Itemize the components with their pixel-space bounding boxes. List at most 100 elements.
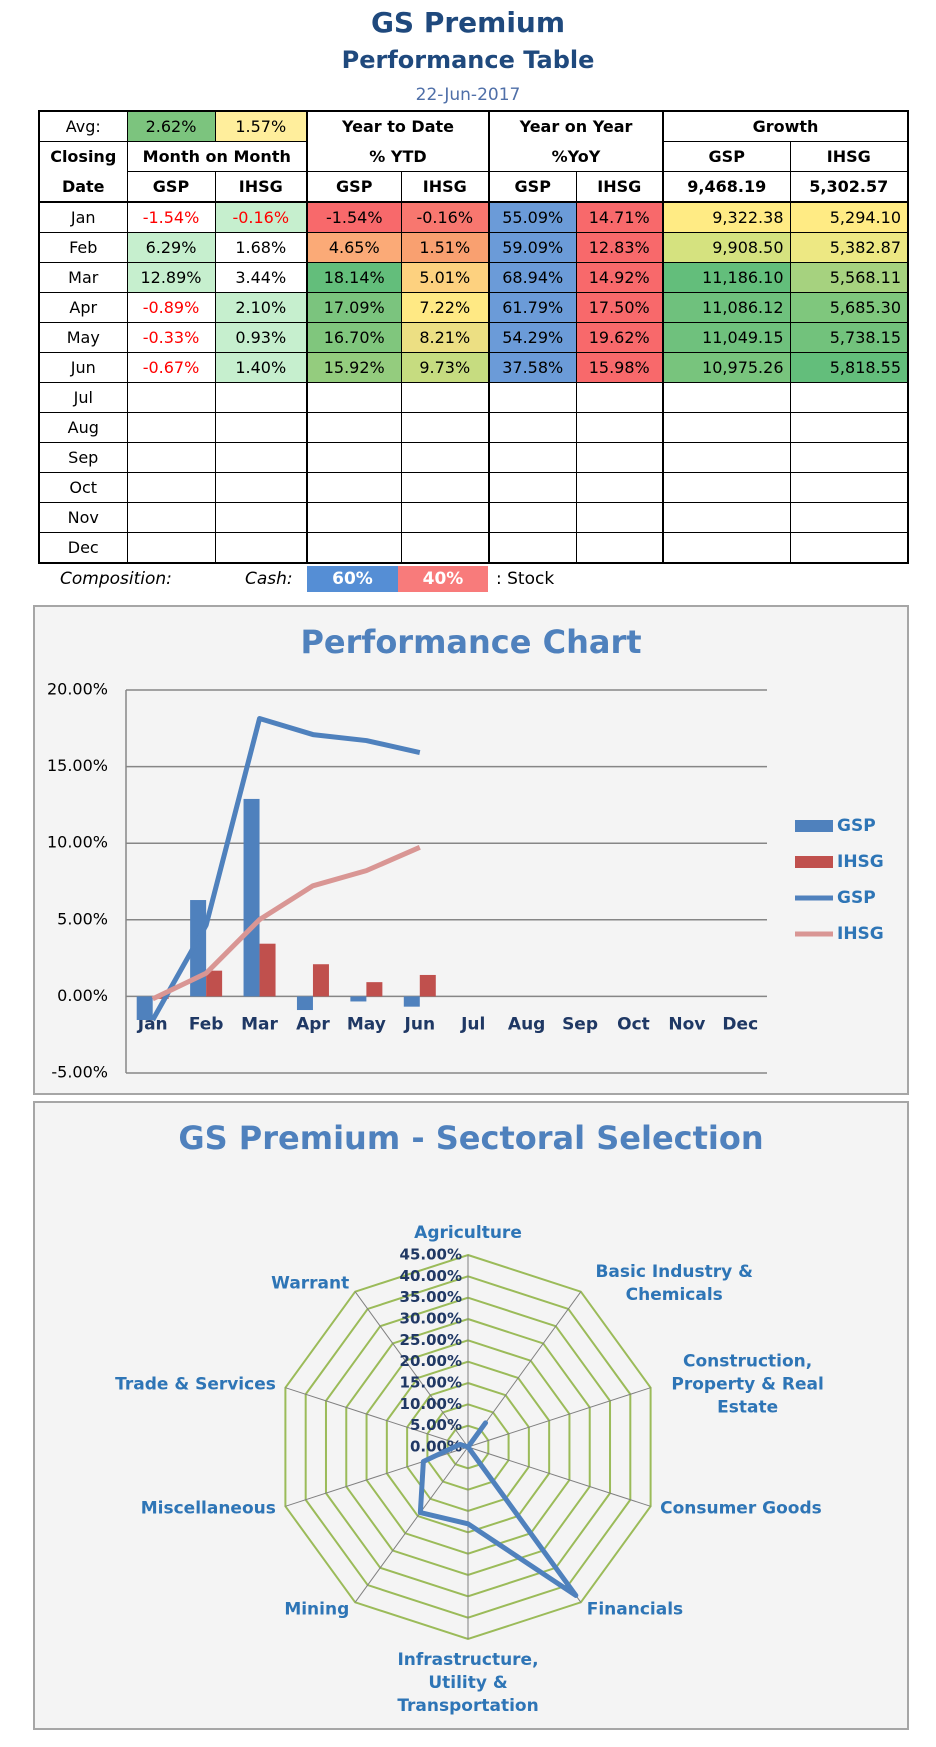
value-cell: 11,086.12 [662, 292, 791, 323]
empty-cell [488, 412, 577, 443]
month-cell: May [38, 322, 128, 353]
value-cell: 12.89% [126, 262, 216, 293]
month-cell: Mar [38, 262, 128, 293]
empty-cell [575, 502, 664, 533]
empty-cell [400, 442, 490, 473]
empty-cell [575, 532, 664, 564]
data-row: Aug [38, 412, 909, 443]
r-tick-label: 45.00% [400, 1246, 462, 1264]
category-label: Warrant [271, 1273, 350, 1294]
empty-cell [214, 532, 308, 564]
r-tick-label: 40.00% [400, 1267, 462, 1285]
empty-cell [400, 382, 490, 413]
value-cell: 61.79% [488, 292, 577, 323]
line-series [150, 715, 421, 1022]
value-cell: 16.70% [306, 322, 402, 353]
header-cell: 9,468.19 [662, 171, 791, 203]
value-cell: 59.09% [488, 232, 577, 263]
value-cell: 3.44% [214, 262, 308, 293]
r-tick-label: 5.00% [410, 1416, 462, 1434]
value-cell: 10,975.26 [662, 352, 791, 383]
empty-cell [789, 442, 909, 473]
page-title: GS Premium [370, 6, 566, 39]
data-row: Nov [38, 502, 909, 533]
value-cell: 54.29% [488, 322, 577, 353]
x-tick-label: Oct [617, 1014, 650, 1034]
empty-cell [214, 502, 308, 533]
header-cell: GSP [306, 171, 402, 203]
header-cell: Year to Date [306, 110, 490, 142]
value-cell: 2.10% [214, 292, 308, 323]
x-tick-label: Aug [508, 1014, 545, 1034]
month-cell: Nov [38, 502, 128, 533]
empty-cell [575, 382, 664, 413]
legend-swatch [795, 856, 833, 868]
data-row: Jan -1.54% -0.16% -1.54% -0.16% 55.09% 14.71% 9… [38, 201, 909, 233]
empty-cell [789, 412, 909, 443]
header-cell: Year on Year [488, 110, 664, 142]
header-cell: Date [38, 171, 128, 203]
category-label: Trade & Services [115, 1374, 276, 1395]
legend-label: GSP [837, 816, 876, 836]
month-cell: Oct [38, 472, 128, 503]
value-cell: 5.01% [400, 262, 490, 293]
spoke [467, 1446, 651, 1507]
data-row: Sep [38, 442, 909, 473]
category-label: Miscellaneous [140, 1498, 276, 1519]
empty-cell [488, 442, 577, 473]
empty-cell [126, 472, 216, 503]
legend-label: IHSG [837, 852, 884, 872]
empty-cell [789, 532, 909, 564]
value-cell: 11,049.15 [662, 322, 791, 353]
empty-cell [306, 472, 402, 503]
empty-cell [306, 502, 402, 533]
y-tick-label: 20.00% [47, 680, 108, 699]
month-cell: Sep [38, 442, 128, 473]
stock-share: 40% [398, 566, 488, 592]
data-row: Oct [38, 472, 909, 503]
header-row: Avg: 2.62% 1.57% Year to Date Year on Year Gr… [38, 110, 909, 142]
category-label: Construction, Property & Real Estate [671, 1351, 824, 1418]
empty-cell [126, 532, 216, 564]
bar [296, 996, 313, 1011]
bar [206, 970, 223, 997]
empty-cell [400, 412, 490, 443]
empty-cell [126, 382, 216, 413]
r-tick-label: 15.00% [400, 1374, 462, 1392]
stock-label: : Stock [496, 569, 555, 589]
month-cell: Jul [38, 382, 128, 413]
value-cell: 14.71% [575, 201, 664, 233]
spoke [285, 1387, 469, 1448]
legend-label: GSP [837, 888, 876, 908]
value-cell: -0.67% [126, 352, 216, 383]
composition-label: Composition: [60, 569, 172, 589]
empty-cell [488, 472, 577, 503]
value-cell: 37.58% [488, 352, 577, 383]
header-cell: Closing [38, 141, 128, 172]
category-label: Agriculture [414, 1223, 522, 1243]
r-tick-label: 20.00% [400, 1352, 462, 1370]
data-row: Dec [38, 532, 909, 564]
chart-title: Performance Chart [300, 623, 641, 661]
empty-cell [488, 532, 577, 564]
value-cell: 17.50% [575, 292, 664, 323]
category-label: Financials [586, 1599, 684, 1620]
bar [366, 982, 383, 997]
y-tick-label: 5.00% [57, 909, 108, 928]
value-cell: 5,568.11 [789, 262, 909, 293]
header-row: Date GSP IHSG GSP IHSG GSP IHSG 9,468.19 5,302.5… [38, 171, 909, 203]
x-tick-label: Nov [668, 1014, 705, 1034]
value-cell: -0.33% [126, 322, 216, 353]
r-tick-label: 30.00% [400, 1310, 462, 1328]
month-cell: Jan [38, 201, 128, 233]
value-cell: 15.92% [306, 352, 402, 383]
header-cell: GSP [662, 141, 791, 172]
value-cell: 68.94% [488, 262, 577, 293]
empty-cell [789, 502, 909, 533]
header-cell: 2.62% [126, 110, 216, 142]
empty-cell [306, 382, 402, 413]
bar [136, 996, 153, 1020]
empty-cell [126, 412, 216, 443]
